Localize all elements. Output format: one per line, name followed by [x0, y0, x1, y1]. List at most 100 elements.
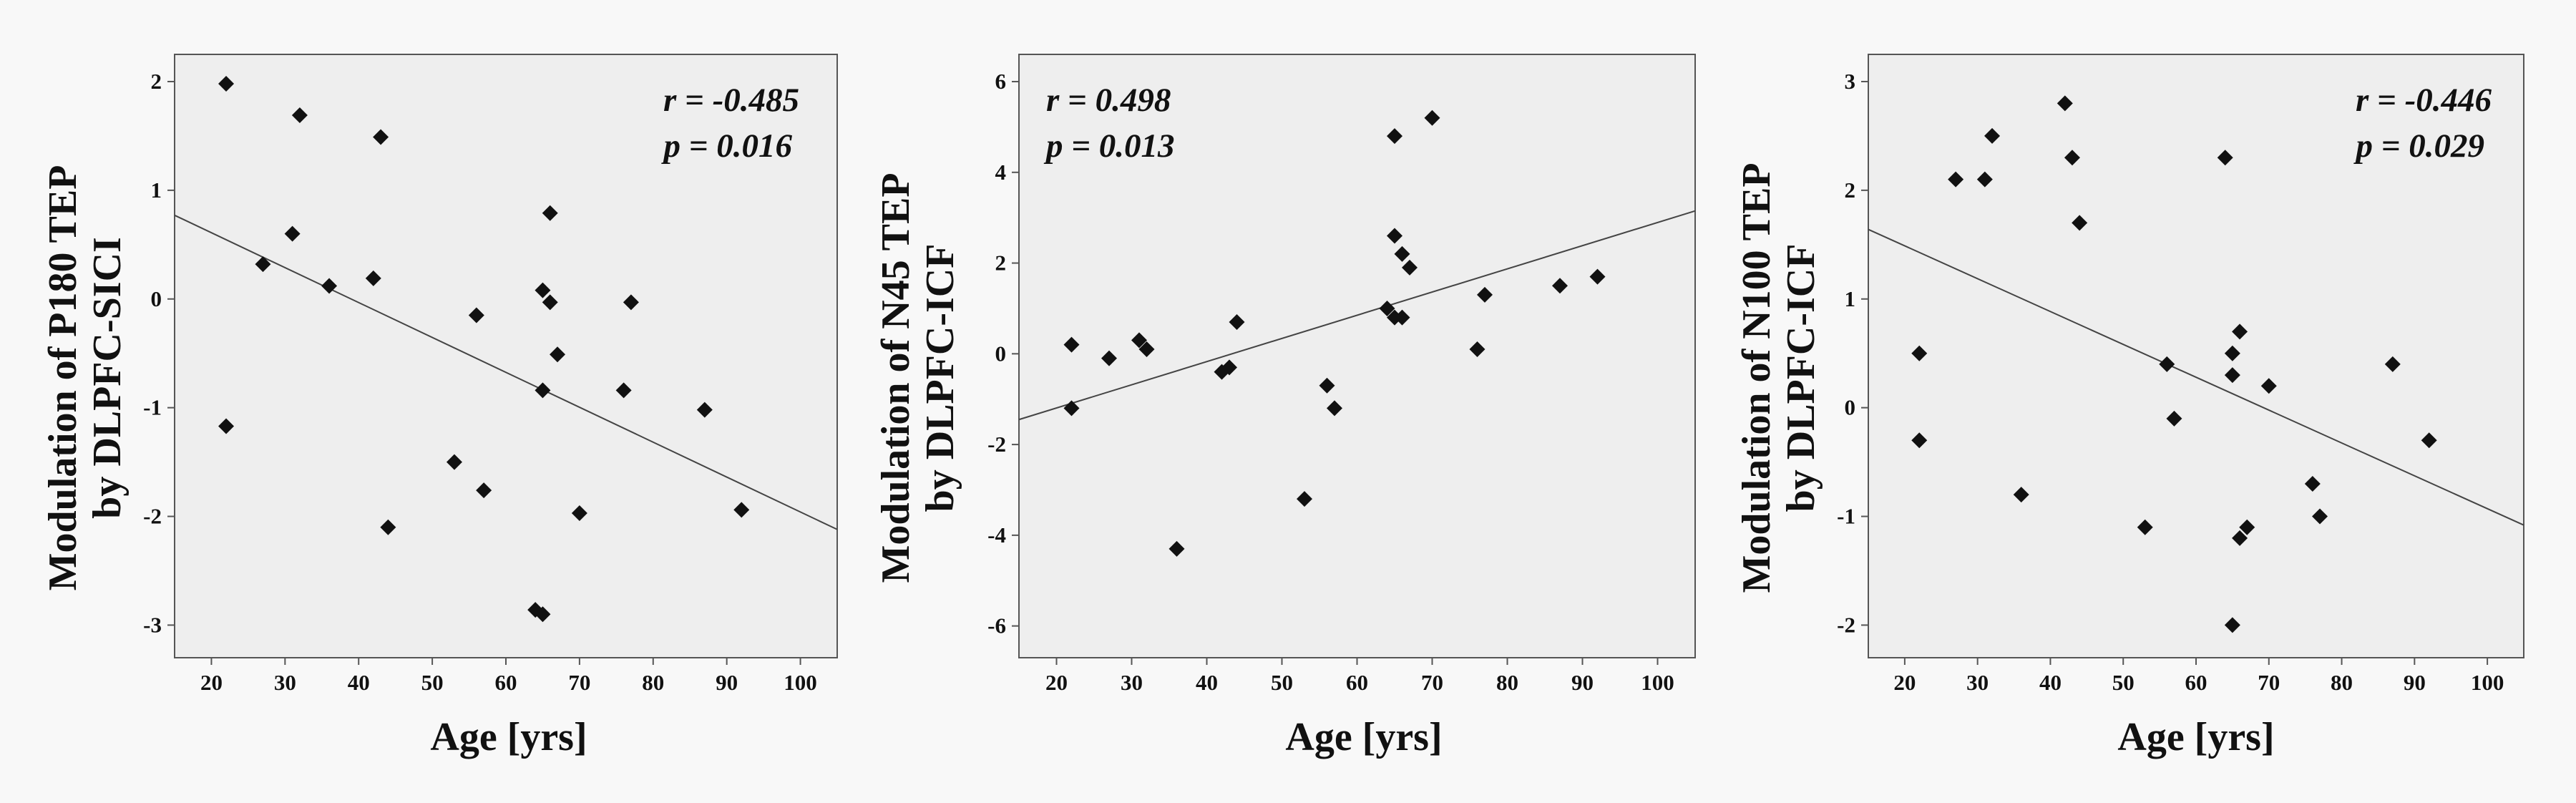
y-axis-label-line-1: Modulation of N100 TEP	[1735, 162, 1779, 593]
x-tick-label: 20	[1893, 670, 1916, 695]
data-point	[380, 519, 396, 535]
data-point	[1589, 268, 1606, 285]
plot-area	[174, 54, 838, 658]
data-point	[1063, 400, 1080, 417]
data-point	[2421, 432, 2437, 449]
x-tick-label: 60	[2185, 670, 2207, 695]
data-point	[468, 307, 484, 323]
data-point	[373, 129, 389, 145]
data-point	[615, 382, 632, 399]
data-point	[2224, 345, 2240, 361]
y-tick-label: 3	[1845, 69, 1856, 94]
points	[218, 76, 750, 623]
data-point	[1477, 286, 1493, 303]
data-point	[1131, 332, 1147, 349]
y-axis-label-line-1: Modulation of N45 TEP	[874, 172, 918, 583]
data-point	[2232, 530, 2248, 546]
r-value: r = -0.446	[2356, 82, 2492, 119]
data-point	[550, 346, 566, 363]
data-point	[1297, 491, 1312, 507]
y-tick-label: -1	[143, 395, 162, 420]
x-tick-label: 100	[2471, 670, 2504, 695]
x-tick-label: 20	[200, 670, 223, 695]
data-point	[2217, 150, 2233, 166]
y-tick-label: -1	[1837, 504, 1855, 529]
data-point	[476, 482, 492, 499]
data-point	[2064, 150, 2080, 166]
data-point	[542, 205, 558, 221]
x-tick-label: 80	[2331, 670, 2353, 695]
y-tick-label: 4	[995, 160, 1007, 185]
fit-line	[1868, 228, 2524, 526]
x-ticks: 20 30 40 50 60 70 80 90 100	[1045, 658, 1674, 695]
y-ticks: -2 -1 0 1 2 3	[1837, 69, 1868, 637]
data-point	[2224, 617, 2240, 633]
data-point	[1229, 313, 1245, 330]
p-value: p = 0.029	[2353, 127, 2484, 165]
data-point	[1394, 245, 1410, 262]
data-point	[2312, 508, 2328, 525]
data-point	[2260, 378, 2277, 394]
data-point	[2224, 367, 2240, 384]
x-tick-label: 90	[716, 670, 738, 695]
y-tick-label: 2	[151, 69, 162, 94]
data-point	[365, 270, 381, 286]
data-point	[1319, 377, 1335, 394]
y-tick-label: 2	[995, 250, 1007, 276]
data-point	[1327, 400, 1342, 417]
data-point	[1387, 228, 1402, 244]
x-tick-label: 40	[2039, 670, 2062, 695]
y-tick-label: -3	[143, 612, 162, 637]
panel-3: Modulation of N100 TEP by DLPFC-ICF -2 -1…	[1735, 54, 2524, 759]
data-point	[446, 454, 462, 470]
y-tick-label: 6	[995, 69, 1007, 94]
fit-line	[1018, 210, 1696, 421]
x-tick-label: 50	[2112, 670, 2135, 695]
data-point	[571, 505, 587, 521]
y-tick-label: 0	[1845, 395, 1856, 420]
y-axis-label-line-2: by DLPFC-ICF	[1779, 244, 1823, 512]
data-point	[255, 256, 271, 273]
data-point	[1063, 336, 1080, 353]
y-tick-label: 1	[1845, 286, 1856, 311]
data-point	[1379, 300, 1395, 316]
y-tick-label: 0	[151, 286, 162, 311]
data-point	[218, 76, 235, 92]
x-tick-label: 70	[568, 670, 590, 695]
x-tick-label: 70	[2258, 670, 2280, 695]
data-point	[1976, 171, 1993, 188]
data-point	[2137, 519, 2153, 535]
data-point	[1402, 259, 1418, 276]
y-tick-label: -2	[143, 504, 162, 529]
data-point	[2239, 519, 2255, 535]
data-point	[2057, 95, 2073, 112]
data-point	[2384, 356, 2401, 372]
y-axis-label-line-2: by DLPFC-SICI	[85, 237, 130, 519]
data-point	[1394, 309, 1410, 326]
panel-2: Modulation of N45 TEP by DLPFC-ICF -6-4-…	[874, 54, 1696, 759]
panel-1: Modulation of P180 TEP by DLPFC-SICI -3-…	[41, 54, 838, 759]
data-point	[1984, 127, 2001, 144]
data-point	[733, 502, 750, 518]
x-tick-label: 60	[495, 670, 517, 695]
x-tick-label: 30	[1966, 670, 1989, 695]
x-tick-label: 40	[348, 670, 370, 695]
y-ticks: -3 -2 -1 0 1 2	[143, 69, 175, 637]
data-point	[1169, 540, 1185, 557]
y-tick-label: -2	[987, 432, 1006, 457]
x-tick-label: 50	[421, 670, 444, 695]
data-point	[2304, 475, 2321, 492]
y-axis-label-line-2: by DLPFC-ICF	[918, 244, 962, 512]
data-point	[1911, 345, 1928, 361]
data-point	[2159, 356, 2175, 372]
x-tick-label: 100	[1641, 670, 1674, 695]
x-tick-label: 50	[1271, 670, 1293, 695]
y-ticks: -6 -4 -2 0 2 4 6	[987, 69, 1019, 638]
data-point	[1387, 128, 1402, 145]
data-point	[696, 402, 713, 418]
x-ticks: 20 30 40 50 60 70 80 90 100	[1893, 658, 2504, 695]
y-tick-label: -2	[1837, 612, 1855, 637]
data-point	[2232, 323, 2248, 340]
data-point	[1469, 341, 1485, 357]
